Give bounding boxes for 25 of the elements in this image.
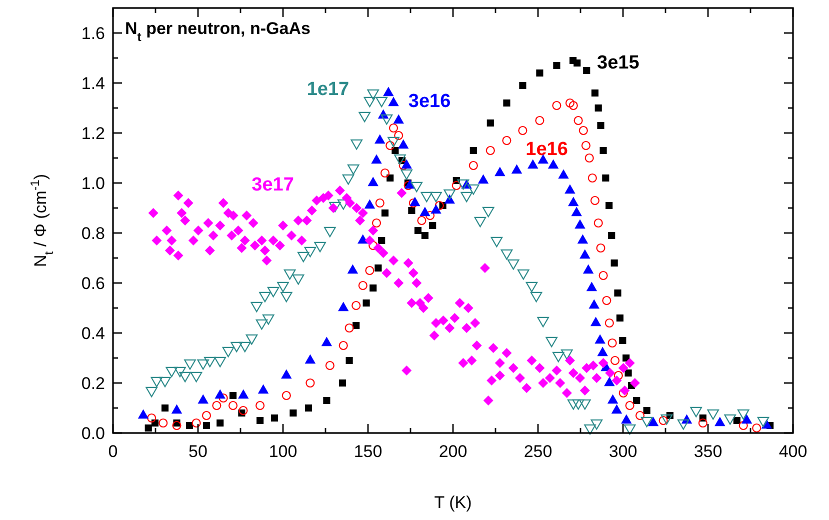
y-tick-label: 0.0 xyxy=(81,424,105,443)
series-label: 3e16 xyxy=(408,91,451,112)
y-tick-label: 0.4 xyxy=(81,324,105,343)
x-tick-label: 400 xyxy=(778,442,808,461)
x-tick-label: 200 xyxy=(438,442,468,461)
y-tick-label: 0.2 xyxy=(81,374,105,393)
x-tick-label: 350 xyxy=(694,442,722,461)
series-label: 3e15 xyxy=(597,52,640,74)
y-tick-label: 1.6 xyxy=(81,24,105,43)
series-label: 1e16 xyxy=(526,139,568,160)
x-tick-label: 150 xyxy=(354,442,382,461)
x-tick-label: 250 xyxy=(524,442,552,461)
y-tick-label: 1.0 xyxy=(81,174,105,193)
text: N$_{t}$ per neutron, n-GaAs xyxy=(125,19,310,44)
x-axis-title: T (K) xyxy=(434,493,472,512)
series-label: 1e17 xyxy=(306,79,350,100)
x-tick-label: 50 xyxy=(188,442,208,461)
y-tick-label: 1.4 xyxy=(81,74,105,93)
series-label: 3e17 xyxy=(252,174,294,196)
y-tick-label: 0.8 xyxy=(81,224,105,243)
x-tick-label: 300 xyxy=(608,442,638,461)
x-tick-label: 100 xyxy=(268,442,298,461)
y-tick-label: 1.2 xyxy=(81,124,105,143)
y-tick-label: 0.6 xyxy=(81,274,105,293)
x-tick-label: 0 xyxy=(108,442,118,461)
